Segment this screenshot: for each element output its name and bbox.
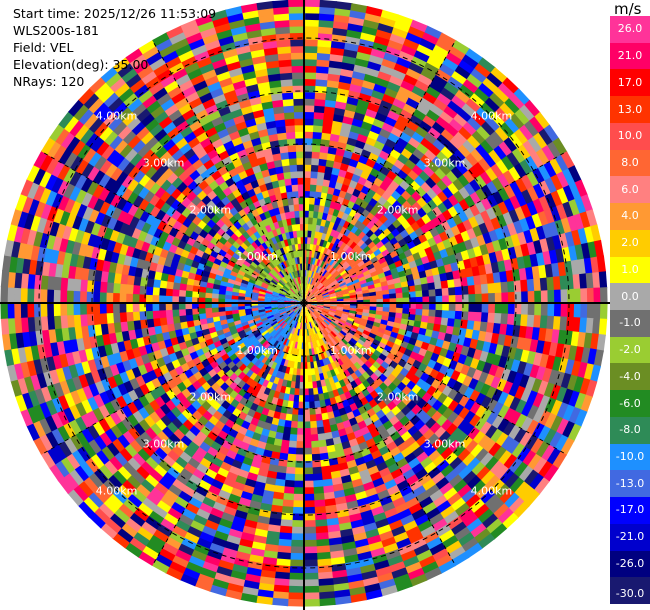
colorbar: 26.0 21.0 17.0 13.0 10.0 8.0 6.0 4.0 2.0 1.0 0.0 -1…	[610, 16, 650, 605]
ring-label: 3.00km	[143, 438, 185, 451]
colorbar-segment	[610, 497, 650, 525]
colorbar-tick-label: 2.0	[621, 236, 639, 250]
ring-label: 4.00km	[471, 484, 513, 497]
ring-label: 1.00km	[330, 250, 372, 263]
site-text: WLS200s-181	[13, 23, 99, 38]
colorbar-tick-label: 10.0	[617, 129, 643, 143]
ring-label: 3.00km	[424, 438, 466, 451]
azimuth-line	[41, 302, 305, 455]
ring-label: 4.00km	[96, 110, 138, 123]
ring-label: 2.00km	[190, 203, 232, 216]
colorbar-tick-label: -1.0	[619, 316, 641, 330]
colorbar-segment	[610, 16, 650, 44]
colorbar-segment	[610, 336, 650, 364]
azimuth-line	[41, 151, 305, 304]
colorbar-segment	[610, 256, 650, 284]
colorbar-tick-label: -8.0	[619, 423, 641, 437]
ring-label: 2.00km	[377, 203, 419, 216]
colorbar-tick-label: 13.0	[617, 102, 643, 116]
azimuth-line	[303, 151, 567, 304]
colorbar-tick-label: -2.0	[619, 343, 641, 357]
colorbar-tick-label: -10.0	[615, 450, 645, 463]
ring-label: 1.00km	[330, 344, 372, 357]
colorbar-tick-label: -6.0	[619, 396, 641, 410]
start-time-text: Start time: 2025/12/26 11:53:09	[13, 6, 217, 21]
colorbar-tick-label: -17.0	[615, 503, 645, 517]
velocity-field	[0, 0, 608, 607]
colorbar-segment	[610, 42, 650, 70]
colorbar-tick-label: 8.0	[621, 156, 639, 169]
ring-label: 5.00km	[517, 531, 559, 544]
colorbar-segment	[610, 96, 650, 124]
colorbar-segment	[610, 577, 650, 605]
ring-label: 5.00km	[517, 63, 559, 76]
azimuth-line	[152, 40, 305, 304]
colorbar-tick-label: -26.0	[615, 556, 645, 570]
colorbar-segment	[610, 443, 650, 471]
ring-label: 2.00km	[190, 391, 232, 404]
colorbar-segment	[610, 176, 650, 204]
colorbar-segment	[610, 122, 650, 151]
colorbar-tick-label: -4.0	[619, 369, 641, 383]
colorbar-segment	[610, 390, 650, 418]
colorbar-segment	[610, 470, 650, 498]
colorbar-tick-label: 6.0	[621, 182, 639, 196]
colorbar-segment	[610, 229, 650, 258]
colorbar-segment	[610, 283, 650, 311]
info-panel: Start time: 2025/12/26 11:53:09 WLS200s-…	[13, 5, 216, 90]
nrays-text: NRays: 120	[13, 74, 85, 89]
colorbar-segment	[610, 363, 650, 391]
colorbar-segment	[610, 550, 650, 578]
colorbar-segment	[610, 523, 650, 552]
colorbar-segment	[610, 310, 650, 338]
colorbar-tick-label: 21.0	[617, 49, 643, 63]
colorbar-tick-label: 17.0	[617, 75, 643, 89]
colorbar-unit: m/s	[614, 0, 642, 18]
colorbar-tick-label: 0.0	[621, 289, 639, 303]
colorbar-segment	[610, 416, 650, 445]
colorbar-tick-label: -21.0	[615, 530, 645, 544]
ring-label: 3.00km	[143, 157, 185, 170]
ring-label: 2.00km	[377, 391, 419, 404]
ring-labels: 1.00km 1.00km 1.00km 1.00km 2.00km 2.00km 2.00…	[49, 63, 559, 544]
radar-ppi-plot: 1.00km 1.00km 1.00km 1.00km 2.00km 2.00km 2.00…	[0, 0, 610, 610]
colorbar-tick-label: 4.0	[621, 209, 639, 223]
ring-label: 1.00km	[236, 250, 278, 263]
elevation-text: Elevation(deg): 35.00	[13, 57, 149, 72]
colorbar-segment	[610, 69, 650, 97]
ring-label: 3.00km	[424, 157, 466, 170]
colorbar-tick-label: 1.0	[621, 262, 639, 276]
ring-label: 1.00km	[236, 344, 278, 357]
ring-label: 5.00km	[49, 63, 91, 76]
colorbar-segment	[610, 149, 650, 177]
colorbar-tick-label: 26.0	[617, 22, 643, 36]
ring-label: 5.00km	[49, 531, 91, 544]
azimuth-line	[152, 302, 305, 566]
azimuth-line	[303, 40, 456, 304]
field-text: Field: VEL	[13, 40, 74, 55]
colorbar-segment	[610, 203, 650, 231]
azimuth-line	[303, 302, 456, 566]
ring-label: 4.00km	[96, 484, 138, 497]
ring-label: 4.00km	[471, 110, 513, 123]
colorbar-tick-label: -30.0	[615, 586, 645, 600]
colorbar-tick-label: -13.0	[615, 476, 645, 490]
azimuth-line	[303, 302, 567, 455]
